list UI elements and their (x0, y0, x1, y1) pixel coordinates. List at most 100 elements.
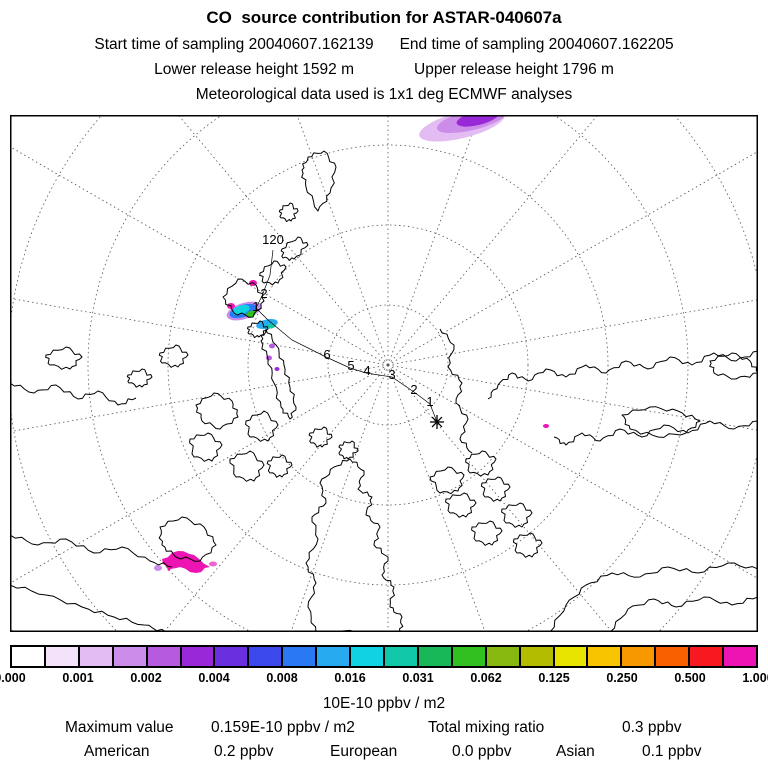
upper-release-label: Upper release height 1796 m (414, 61, 614, 78)
total-mixing-value: 0.3 ppbv (622, 719, 682, 736)
coastline (189, 432, 223, 462)
coastline (158, 344, 189, 368)
colorbar-cell (688, 647, 723, 666)
coastline (245, 410, 279, 442)
colorbar-tick-label: 0.125 (538, 671, 570, 685)
meridian-line (10, 297, 389, 366)
coastline (10, 584, 167, 632)
colorbar-tick-label: 0.031 (402, 671, 434, 685)
region-american-label: American (84, 743, 150, 760)
coastline (126, 368, 153, 388)
meridian-line (387, 364, 613, 632)
plume-blob (269, 343, 275, 349)
coastline (308, 426, 333, 448)
colorbar-tick-label: 0.250 (606, 671, 638, 685)
max-value: 0.159E-10 ppbv / m2 (211, 719, 355, 736)
plume-blob (232, 304, 250, 316)
colorbar-cell (281, 647, 316, 666)
colorbar-cell (552, 647, 587, 666)
coastline (429, 466, 465, 495)
colorbar-cell (77, 647, 112, 666)
coastline (278, 202, 299, 223)
colorbar-cell (620, 647, 655, 666)
colorbar-unit-label: 10E-10 ppbv / m2 (322, 695, 446, 712)
plume-blob (162, 551, 210, 573)
meridian-line (10, 364, 389, 584)
colorbar-cell (484, 647, 519, 666)
coastline (301, 150, 337, 212)
meridian-line (163, 364, 389, 632)
colorbar-cell (43, 647, 78, 666)
latitude-circle (87, 115, 689, 632)
colorbar-labels: 0.000 0.001 0.002 0.004 0.008 0.016 0.031 0.062… (0, 671, 768, 687)
meridian-line (10, 146, 389, 366)
plume-blob (209, 561, 217, 567)
meridian-line (387, 150, 758, 366)
lower-release-label: Lower release height 1592 m (154, 61, 354, 78)
region-european-label: European (330, 743, 398, 760)
coastline (229, 450, 265, 482)
meridian-line (387, 364, 758, 580)
colorbar-cell (111, 647, 146, 666)
region-american-value: 0.2 ppbv (214, 743, 274, 760)
polar-map: 1 2 3 4 5 6 1 2 120 (10, 115, 758, 632)
plume-blob (154, 565, 162, 571)
trajectory-path (255, 249, 438, 423)
colorbar-cell (586, 647, 621, 666)
trajectory-day-label: 1 (252, 299, 259, 314)
coastline (259, 260, 287, 286)
colorbar-cell (145, 647, 180, 666)
trajectory-day-label: 3 (388, 367, 395, 382)
coastline (480, 476, 511, 502)
release-heights-row: Lower release height 1592 m Upper releas… (0, 61, 768, 79)
coastline (158, 516, 217, 562)
met-data-label: Meteorological data used is 1x1 deg ECMW… (195, 86, 573, 103)
colorbar-cell (315, 647, 350, 666)
trajectory-day-label: 2 (410, 382, 417, 397)
colorbar-tick-label: 0.008 (266, 671, 298, 685)
coastline (338, 440, 359, 460)
total-mixing-label: Total mixing ratio (428, 719, 545, 736)
coastline (621, 406, 701, 438)
concentration-plumes (154, 115, 549, 573)
coastline (45, 346, 83, 370)
max-stats-row: Maximum value 0.159E-10 ppbv / m2 Total … (0, 719, 768, 739)
region-asian-label: Asian (556, 743, 595, 760)
coastline (222, 278, 265, 318)
coastline (439, 328, 473, 454)
met-data-row: Meteorological data used is 1x1 deg ECMW… (0, 86, 768, 104)
start-time-label: Start time of sampling 20040607.162139 (94, 36, 374, 53)
trajectory-day-label: 120 (262, 232, 284, 247)
map-border (10, 115, 758, 632)
colorbar-cell (349, 647, 383, 666)
colorbar (10, 645, 758, 668)
coastline (266, 454, 293, 478)
plume-blob (456, 115, 500, 127)
trajectory-day-label: 5 (347, 358, 354, 373)
coastline (512, 532, 543, 558)
coastlines (10, 150, 758, 632)
plume-blob (274, 367, 280, 371)
region-asian-value: 0.1 ppbv (642, 743, 702, 760)
coastline (246, 320, 269, 339)
release-star-icon (430, 415, 444, 429)
colorbar-tick-label: 1.000 (742, 671, 768, 685)
colorbar-tick-label: 0.000 (0, 671, 26, 685)
coastline (609, 596, 758, 632)
colorbar-tick-label: 0.062 (470, 671, 502, 685)
coastline (501, 502, 533, 528)
colorbar-cell (722, 647, 756, 666)
trajectory-day-label: 4 (363, 363, 370, 378)
trajectory-day-label: 6 (323, 347, 330, 362)
coastline (553, 420, 758, 446)
meridian-line (387, 115, 480, 366)
max-value-label: Maximum value (65, 719, 174, 736)
colorbar-cell (416, 647, 451, 666)
sampling-times-row: Start time of sampling 20040607.162139 E… (0, 36, 768, 54)
trajectory-day-label: 1 (426, 394, 433, 409)
colorbar-cell (450, 647, 485, 666)
coastline (487, 350, 758, 400)
coastline (10, 382, 137, 406)
